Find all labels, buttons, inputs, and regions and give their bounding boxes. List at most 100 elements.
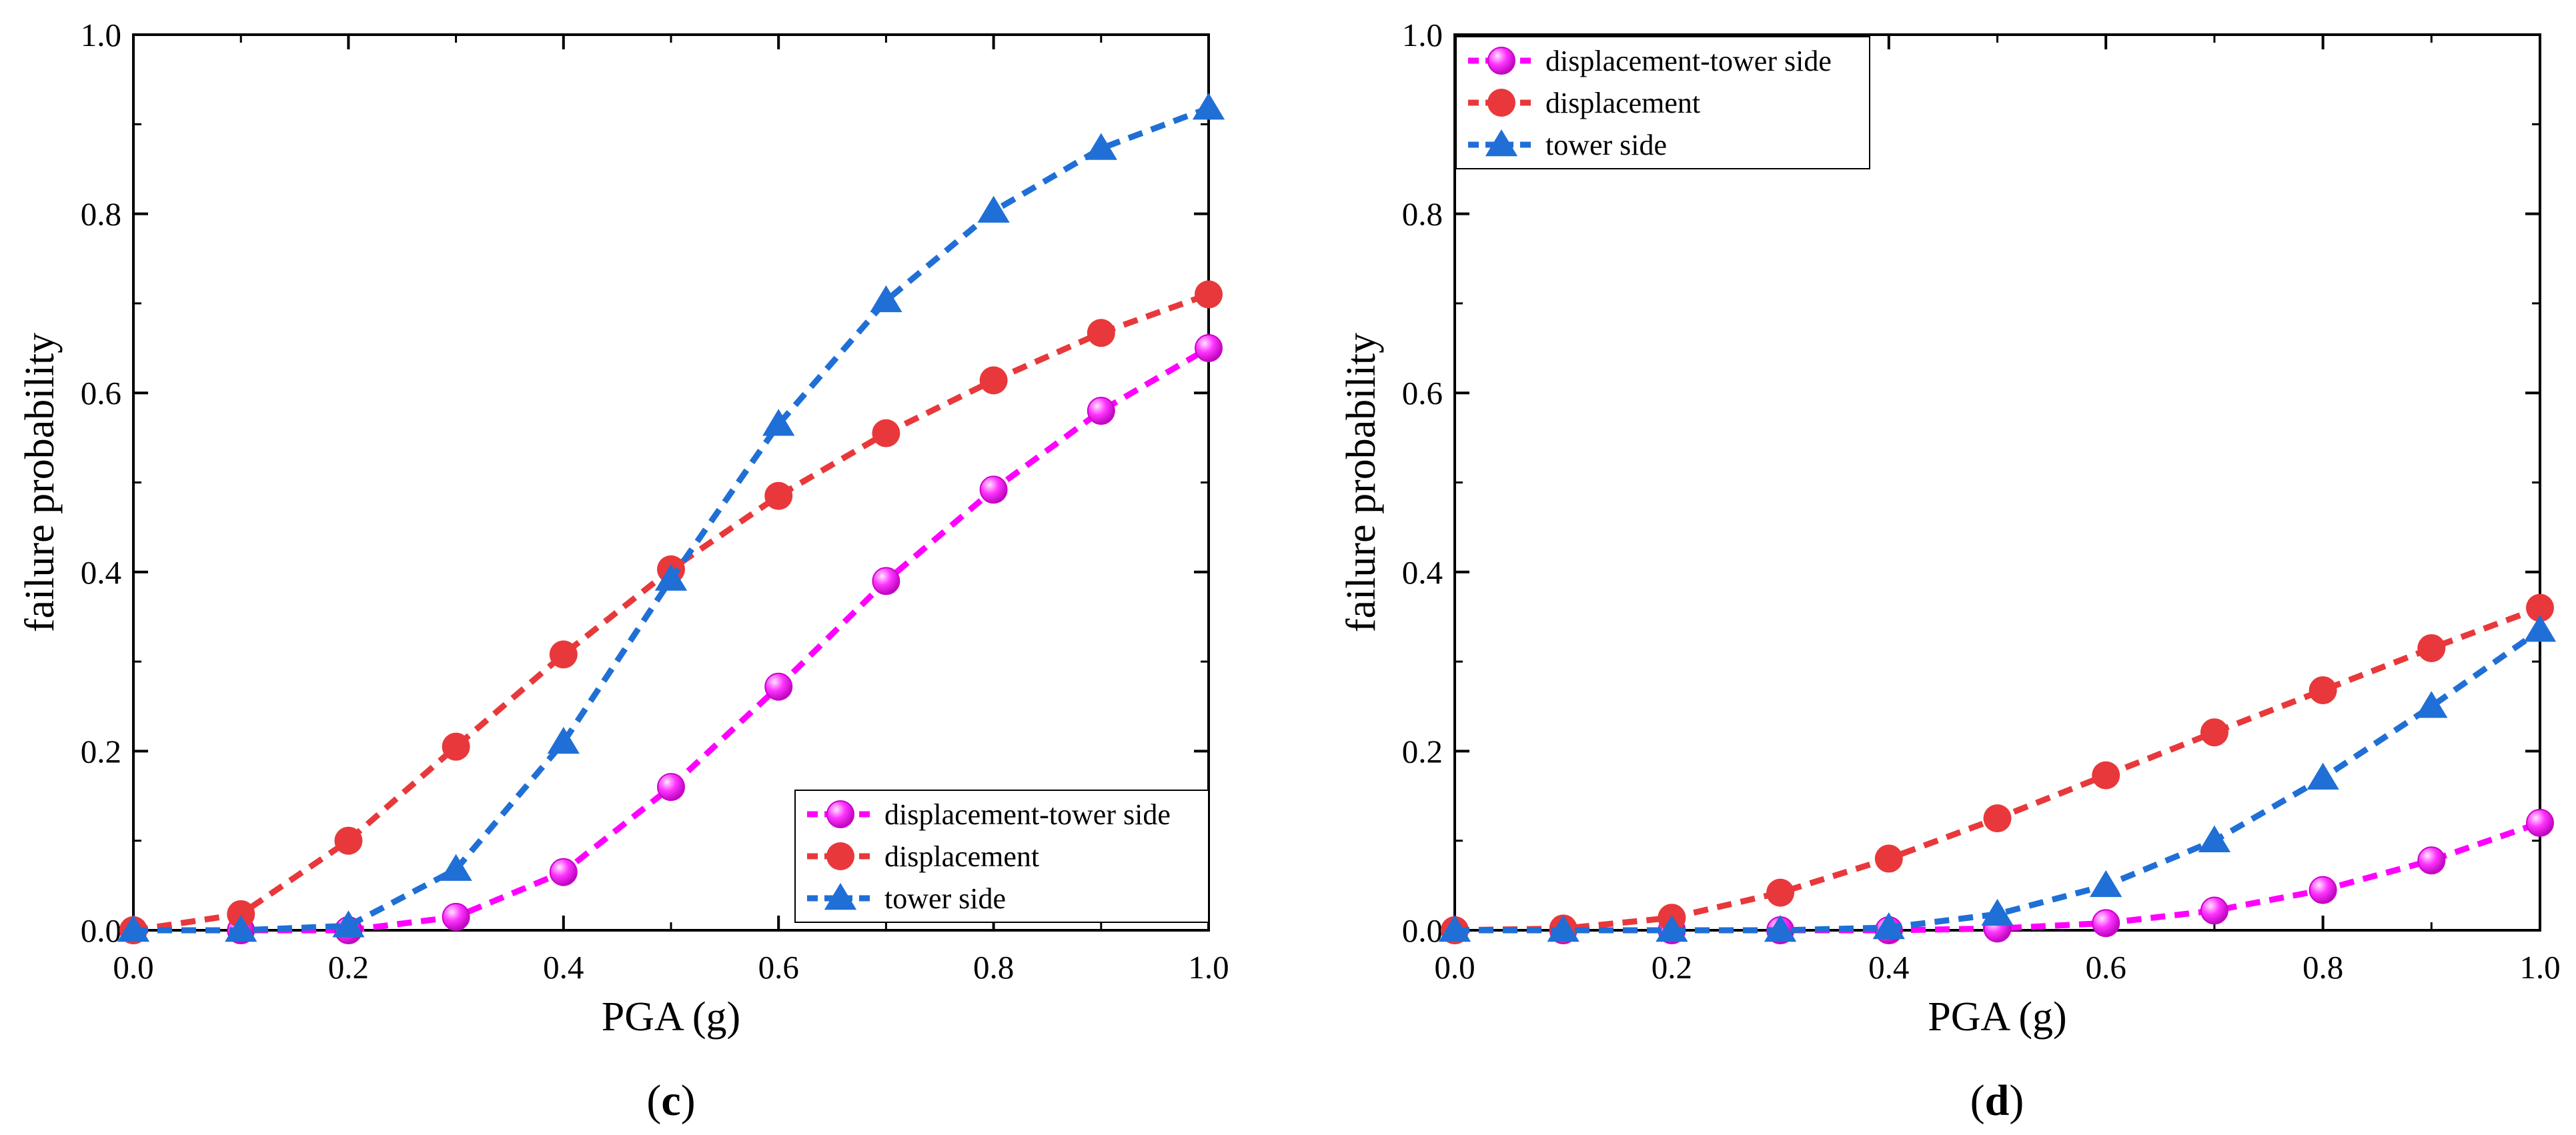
x-axis-title: PGA (g)	[1928, 994, 2066, 1040]
data-point	[332, 910, 365, 938]
data-point	[440, 854, 472, 881]
y-tick-label: 1.0	[81, 17, 121, 53]
panel-label-open: (	[646, 1076, 661, 1125]
data-point	[2526, 594, 2554, 622]
data-point	[1192, 93, 1225, 120]
y-tick-label: 0.8	[81, 196, 121, 233]
data-point	[1547, 915, 1579, 942]
legend-label: displacement-tower side	[884, 798, 1171, 831]
legend-label: tower side	[884, 882, 1006, 915]
data-point	[2092, 909, 2120, 938]
x-tick-label: 0.4	[543, 949, 584, 986]
y-axis-title: failure probability	[1339, 333, 1384, 632]
y-tick-label: 1.0	[1402, 17, 1443, 53]
y-tick-label: 0.4	[81, 554, 121, 591]
data-point	[979, 475, 1008, 504]
panel-label-close: )	[681, 1076, 696, 1125]
data-point	[1983, 804, 2012, 833]
data-point	[2309, 676, 2337, 705]
x-tick-label: 0.8	[973, 949, 1014, 986]
chart-panel-c: 0.0 0.2 0.4 0.6 0.8 1.0 0.0 0.2 0.4 0.6 0.8 1.0 PGA …	[17, 17, 1229, 1125]
data-point	[227, 900, 255, 928]
x-tick-label: 1.0	[2519, 949, 2560, 986]
x-tick-label: 1.0	[1188, 949, 1229, 986]
data-point	[1764, 915, 1797, 942]
data-point	[977, 195, 1010, 223]
data-point	[2198, 825, 2231, 852]
x-tick-label: 0.2	[1652, 949, 1692, 986]
legend-label: displacement	[884, 840, 1039, 873]
data-point	[764, 481, 793, 510]
panel-label-letter: c	[661, 1076, 680, 1125]
data-point	[2417, 634, 2446, 662]
y-tick-label: 0.4	[1402, 554, 1443, 591]
series-line	[1454, 605, 2541, 934]
y-tick-label: 0.0	[81, 912, 121, 949]
y-tick-label: 0.6	[81, 375, 121, 411]
data-point	[2309, 876, 2337, 904]
data-point	[2090, 870, 2122, 898]
legend-label: displacement-tower side	[1545, 45, 1832, 77]
data-point	[1087, 319, 1115, 347]
data-point	[2417, 846, 2446, 875]
data-point	[549, 858, 578, 886]
legend-label: displacement	[1545, 87, 1700, 119]
y-tick-label: 0.2	[81, 733, 121, 770]
panel-label-close: )	[2009, 1076, 2024, 1125]
legend-marker	[824, 883, 857, 910]
data-point	[872, 567, 900, 596]
data-point	[334, 826, 363, 855]
x-tick-label: 0.8	[2303, 949, 2343, 986]
data-point	[1085, 133, 1117, 160]
data-point	[872, 419, 900, 447]
x-tick-label: 0.2	[328, 949, 369, 986]
data-point	[442, 902, 470, 931]
series-tower-side	[117, 93, 1225, 942]
x-tick-label: 0.4	[1868, 949, 1909, 986]
data-point	[1087, 397, 1115, 425]
data-point	[442, 732, 470, 761]
data-point	[2307, 762, 2339, 790]
data-point	[225, 915, 257, 942]
legend-marker	[826, 800, 854, 828]
data-point	[870, 285, 902, 313]
data-point	[2200, 718, 2228, 747]
data-point	[1981, 898, 2014, 926]
legend-marker	[1487, 89, 1515, 117]
data-point	[657, 773, 685, 802]
data-point	[764, 672, 793, 701]
data-point	[549, 640, 578, 669]
y-axis-title: failure probability	[17, 333, 63, 632]
y-tick-label: 0.8	[1402, 196, 1443, 233]
data-point	[979, 366, 1008, 395]
chart-panel-d: 0.0 0.2 0.4 0.6 0.8 1.0 0.0 0.2 0.4 0.6 0.8 1.0 PGA …	[1339, 17, 2561, 1125]
legend-label: tower side	[1545, 129, 1667, 161]
data-point	[2200, 896, 2228, 925]
data-point	[1656, 915, 1688, 942]
x-tick-label: 0.0	[113, 949, 153, 986]
data-point	[1438, 915, 1471, 942]
data-point	[762, 409, 795, 436]
legend-marker	[1487, 47, 1515, 75]
series-tower-side	[1438, 615, 2557, 942]
panel-label-letter: d	[1985, 1076, 2010, 1125]
legend-marker	[1485, 129, 1518, 157]
x-tick-label: 0.0	[1434, 949, 1475, 986]
y-tick-label: 0.0	[1402, 912, 1443, 949]
data-point	[2092, 761, 2120, 790]
panel-label: (d)	[1970, 1076, 2024, 1125]
panel-label: (c)	[646, 1076, 695, 1125]
data-point	[1874, 844, 1903, 873]
data-point	[547, 726, 580, 754]
legend-marker	[826, 842, 854, 870]
y-tick-label: 0.6	[1402, 375, 1443, 411]
data-point	[1195, 280, 1223, 309]
data-point	[654, 563, 688, 591]
data-point	[1872, 912, 1905, 940]
data-point	[117, 915, 150, 942]
data-point	[2526, 808, 2554, 837]
series-displacement	[1441, 594, 2554, 944]
y-tick-label: 0.2	[1402, 733, 1443, 770]
data-point	[2415, 691, 2448, 718]
